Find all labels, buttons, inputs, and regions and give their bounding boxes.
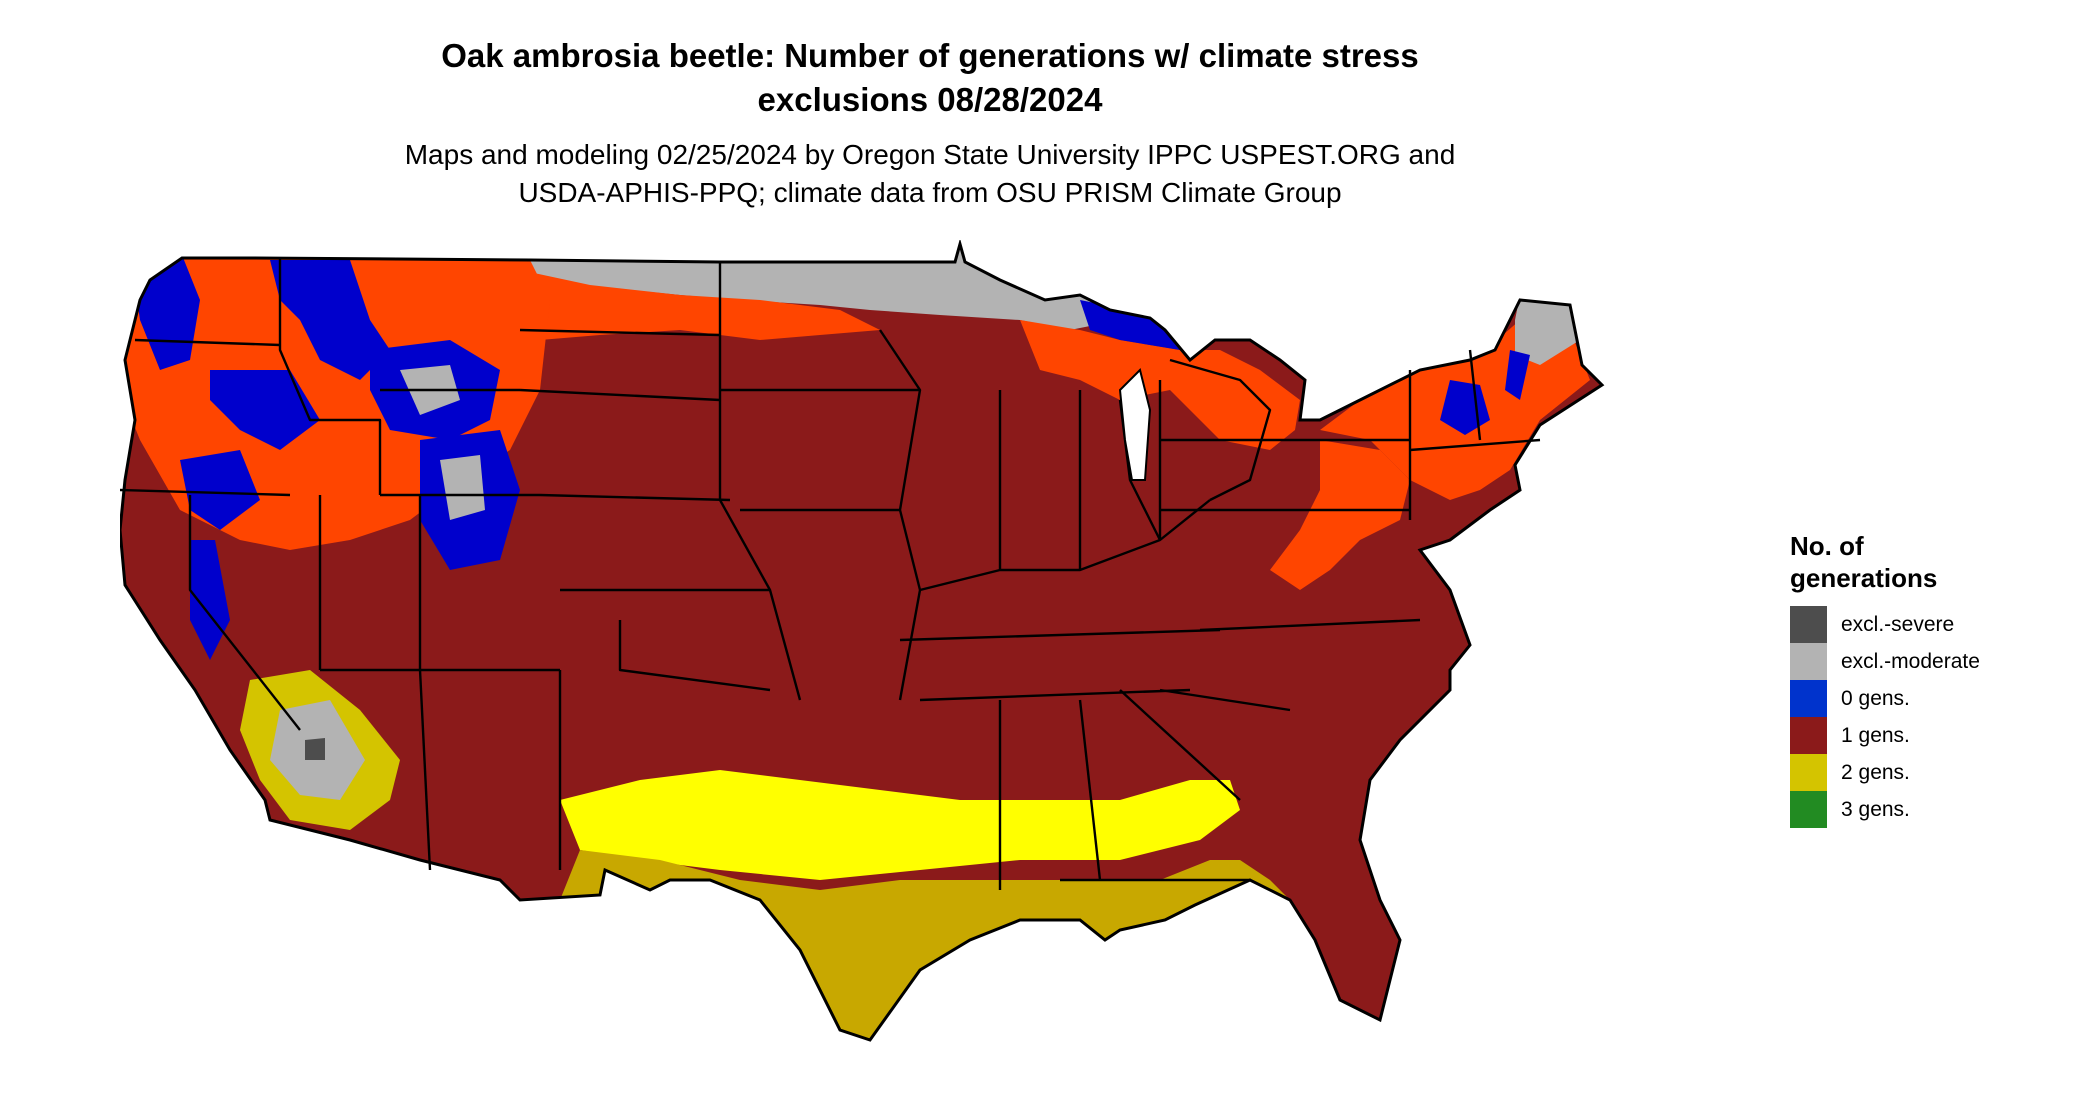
border-tn-north [899,628,1221,642]
zone-blue-new-hampshire [1505,350,1530,400]
border-al-ga [1078,699,1102,881]
zone-blue-great-basin [180,450,260,530]
border-ohio-river [919,499,1211,592]
map-title-line-1: Oak ambrosia beetle: Number of generatio… [441,37,1419,74]
legend-swatch [1790,717,1827,754]
legend-swatch [1790,643,1827,680]
legend-swatch [1790,791,1827,828]
zone-2-gen-gulf-deep [120,850,1400,1040]
border-ma [1409,438,1541,452]
legend-swatch [1790,680,1827,717]
border-nc-sc [1159,688,1291,712]
legend-label: excl.-severe [1841,612,1955,636]
legend-item-1-gens: 1 gens. [1790,717,1980,754]
map-title-line-2: exclusions 08/28/2024 [757,81,1103,118]
border-vt-nh [1468,349,1482,441]
zone-blue-northern-rockies [270,260,390,380]
legend-swatch [1790,754,1827,791]
legend-title-line-2: generations [1790,563,1938,593]
zone-excl-severe-southwest [305,738,325,760]
legend-item-3-gens: 3 gens. [1790,791,1980,828]
map-subtitle-line-1: Maps and modeling 02/25/2024 by Oregon S… [404,139,1456,170]
legend-swatch [1790,606,1827,643]
border-sd-ne [519,388,721,402]
generation-zones [120,244,1602,1040]
zone-excl-moderate-maine [1515,295,1580,365]
legend-label: 3 gens. [1841,797,1910,821]
border-va-nc [1199,618,1421,632]
border-az-nm [418,669,432,871]
border-mississippi-upper [879,329,922,701]
state-borders [120,258,1541,890]
border-ga-sc [1119,689,1241,801]
legend-title-line-1: No. of [1790,531,1864,561]
map-subtitle: Maps and modeling 02/25/2024 by Oregon S… [0,136,1860,212]
border-id-east [278,258,382,495]
legend-item-excl-moderate: excl.-moderate [1790,643,1980,680]
legend-label: excl.-moderate [1841,649,1980,673]
map-title: Oak ambrosia beetle: Number of generatio… [0,34,1860,122]
map-legend: No. of generations excl.-severe excl.-mo… [1790,530,1980,828]
legend-title: No. of generations [1790,530,1980,594]
us-generations-map [120,242,1604,1042]
legend-item-excl-severe: excl.-severe [1790,606,1980,643]
legend-item-2-gens: 2 gens. [1790,754,1980,791]
border-dakotas [519,328,721,337]
border-or-ca [120,488,291,497]
legend-label: 0 gens. [1841,686,1910,710]
border-tn-south [919,688,1191,702]
zone-orange-north-plains [520,270,880,340]
zone-2-gen-gulf-bright [560,770,1240,880]
legend-label: 2 gens. [1841,760,1910,784]
zone-blue-idaho [210,370,320,450]
zone-excl-moderate-colorado [440,455,485,520]
legend-item-0-gens: 0 gens. [1790,680,1980,717]
lake-michigan [1118,368,1152,481]
border-ok-tx [618,620,771,692]
zone-orange-appalachians [1270,440,1410,590]
border-wa-or [134,338,281,347]
map-subtitle-line-2: USDA-APHIS-PPQ; climate data from OSU PR… [518,177,1342,208]
border-ne-ks [539,493,731,502]
border-ca-nv [188,495,301,731]
legend-label: 1 gens. [1841,723,1910,747]
lower-michigan-shore [1169,358,1272,502]
border-plains-east [718,262,802,701]
